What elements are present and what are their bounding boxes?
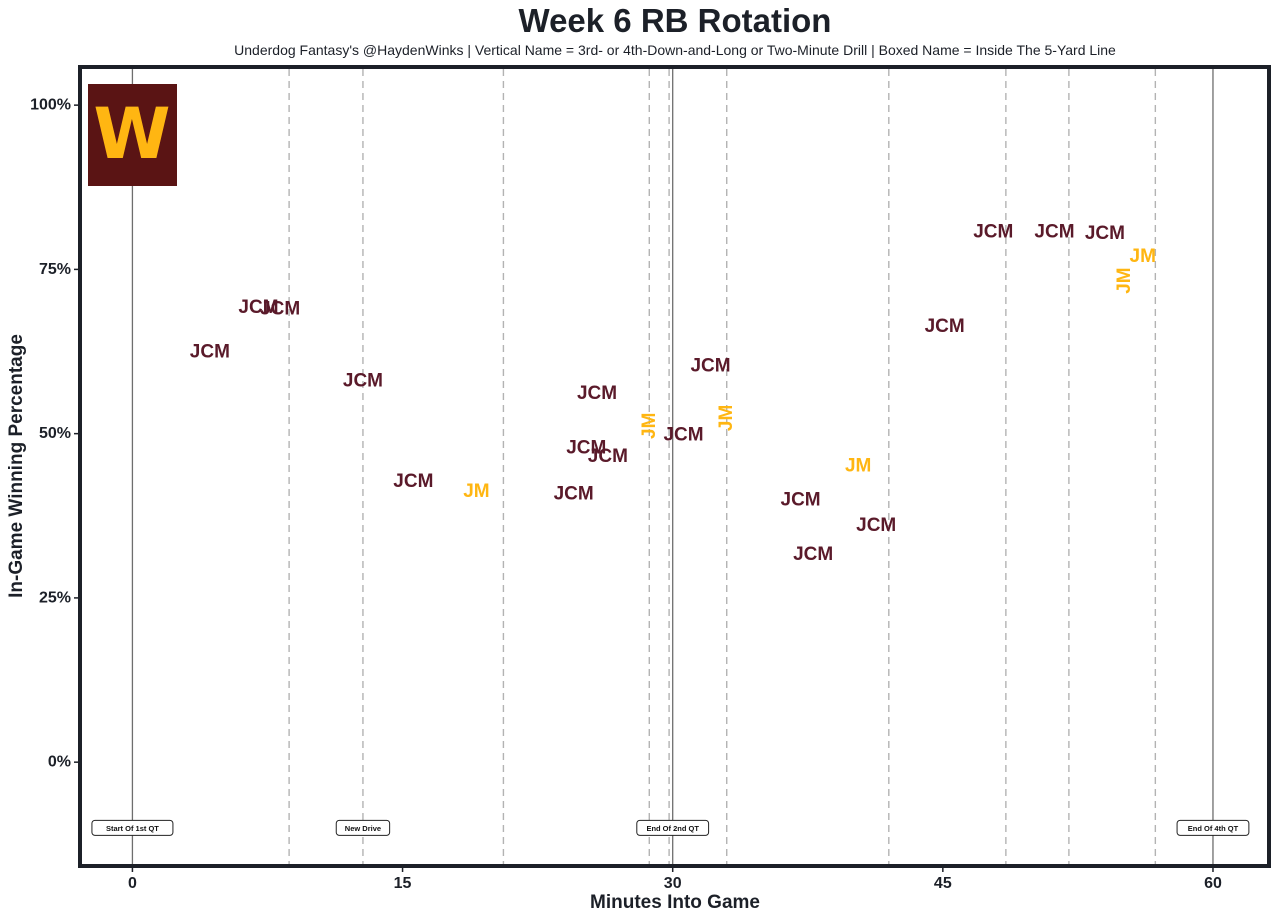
event-markers: Start Of 1st QT New Drive End Of 2nd QT End… — [91, 819, 1250, 836]
chart-subtitle: Underdog Fantasy's @HaydenWinks | Vertic… — [234, 42, 1116, 58]
y-tick-label: 75% — [39, 261, 71, 278]
event-marker-label: End Of 2nd QT — [646, 824, 699, 833]
grid-lines — [131, 69, 1214, 864]
player-point: JM — [845, 455, 871, 476]
event-marker: End Of 2nd QT — [636, 819, 710, 836]
player-point: JCM — [1034, 221, 1074, 242]
y-tick-label: 0% — [48, 754, 71, 771]
player-point: JCM — [793, 544, 833, 565]
player-point: JM — [1130, 246, 1156, 267]
team-logo: W — [88, 84, 177, 186]
player-point: JCM — [190, 342, 230, 363]
event-marker-box — [335, 819, 391, 836]
y-axis-title: In-Game Winning Percentage — [6, 334, 27, 598]
player-point: JCM — [566, 438, 606, 459]
player-point: JCM — [260, 298, 300, 319]
event-marker-box — [636, 819, 710, 836]
event-marker-box — [1176, 819, 1250, 836]
player-point: JCM — [1085, 223, 1125, 244]
chart-title: Week 6 RB Rotation — [519, 2, 832, 39]
player-point-vertical: JM — [1114, 267, 1135, 293]
y-tick-label: 25% — [39, 589, 71, 606]
team-logo-letter: W — [93, 93, 170, 175]
event-marker: End Of 4th QT — [1176, 819, 1250, 836]
player-point: JCM — [554, 484, 594, 505]
plot-frame — [78, 65, 1271, 868]
player-point: JCM — [343, 371, 383, 392]
event-marker-label: Start Of 1st QT — [106, 824, 159, 833]
player-point: JCM — [238, 297, 278, 318]
player-point-vertical: JM — [639, 413, 660, 439]
player-point: JCM — [577, 383, 617, 404]
team-logo-background — [88, 84, 177, 186]
event-marker: New Drive — [335, 819, 391, 836]
y-tick-label: 50% — [39, 425, 71, 442]
event-marker: Start Of 1st QT — [91, 819, 174, 836]
axis-ticks: 0 15 30 45 60 0% 25% 50% 75% 100% — [30, 97, 1222, 892]
player-point: JCM — [393, 471, 433, 492]
player-point: JCM — [856, 515, 896, 536]
player-point: JCM — [690, 355, 730, 376]
player-point: JCM — [663, 424, 703, 445]
x-tick-label: 45 — [934, 875, 952, 892]
event-marker-label: End Of 4th QT — [1188, 824, 1239, 833]
x-tick-label: 0 — [128, 875, 137, 892]
event-marker-label: New Drive — [345, 824, 381, 833]
x-tick-label: 30 — [664, 875, 682, 892]
player-point: JCM — [781, 490, 821, 511]
x-tick-label: 60 — [1204, 875, 1222, 892]
player-point-vertical: JM — [716, 405, 737, 431]
player-point: JCM — [973, 221, 1013, 242]
player-point: JCM — [588, 446, 628, 467]
y-tick-label: 100% — [30, 97, 71, 114]
player-point: JM — [463, 481, 489, 502]
event-marker-box — [91, 819, 174, 836]
player-point: JCM — [925, 316, 965, 337]
x-tick-label: 15 — [394, 875, 412, 892]
x-axis-title: Minutes Into Game — [590, 892, 760, 913]
